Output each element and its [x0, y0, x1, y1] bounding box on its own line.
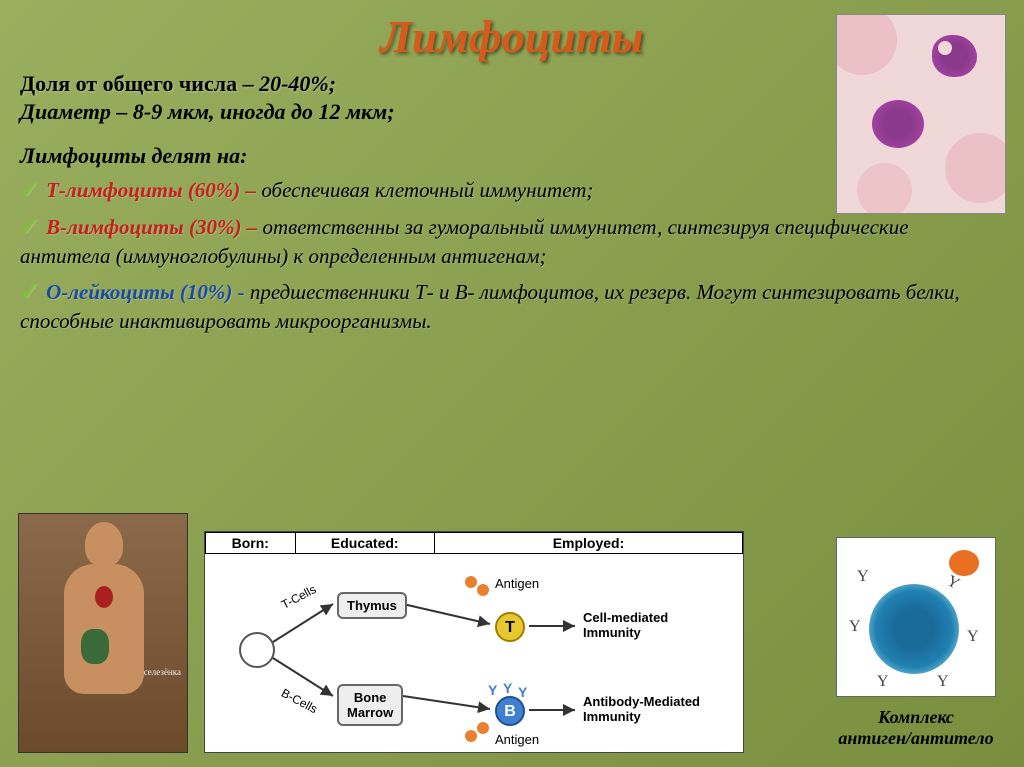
lymphocyte-diagram: Born: Educated: Employed: T-Cells B-Cell…	[204, 531, 744, 753]
antigen-icon	[477, 584, 489, 596]
check-icon: ✓	[20, 177, 40, 203]
proportion-value: 20-40%;	[259, 71, 336, 96]
stem-cell-icon	[239, 632, 275, 668]
item-lead: В-лимфоциты (30%) –	[46, 215, 262, 239]
human-body-image: селезёнка	[18, 513, 188, 753]
proportion-label: Доля от общего числа –	[20, 71, 259, 96]
complex-caption: Комплексантиген/антитело	[826, 707, 1006, 749]
antigen-label: Antigen	[495, 576, 539, 591]
item-lead: О-лейкоциты (10%) -	[46, 280, 250, 304]
diagram-header-row: Born: Educated: Employed:	[205, 532, 743, 554]
list-item: ✓В-лимфоциты (30%) – ответственны за гум…	[20, 212, 1004, 270]
thymus-box: Thymus	[337, 592, 407, 619]
cell-mediated-label: Cell-mediated Immunity	[583, 610, 668, 640]
diagram-header: Employed:	[434, 533, 742, 554]
microscopy-image	[836, 14, 1006, 214]
diagram-header: Educated:	[295, 533, 434, 554]
antigen-icon	[477, 722, 489, 734]
antigen-label: Antigen	[495, 732, 539, 747]
item-rest: обеспечивая клеточный иммунитет;	[261, 178, 593, 202]
antigen-antibody-image: Y Y Y Y Y Y	[836, 537, 996, 697]
b-cell-icon: B	[495, 696, 525, 726]
antibody-mediated-label: Antibody-Mediated Immunity	[583, 694, 700, 724]
diameter-value: 8-9 мкм, иногда до 12 мкм;	[133, 99, 395, 124]
antigen-icon	[465, 576, 477, 588]
item-lead: Т-лимфоциты (60%) –	[46, 178, 261, 202]
list-item: ✓О-лейкоциты (10%) - предшественники Т- …	[20, 277, 1004, 335]
t-cell-icon: T	[495, 612, 525, 642]
bone-marrow-box: Bone Marrow	[337, 684, 403, 726]
diameter-label: Диаметр –	[20, 99, 133, 124]
check-icon: ✓	[20, 214, 40, 240]
diagram-header: Born:	[206, 533, 296, 554]
antigen-icon	[465, 730, 477, 742]
check-icon: ✓	[20, 279, 40, 305]
body-organ-label: селезёнка	[144, 667, 181, 677]
